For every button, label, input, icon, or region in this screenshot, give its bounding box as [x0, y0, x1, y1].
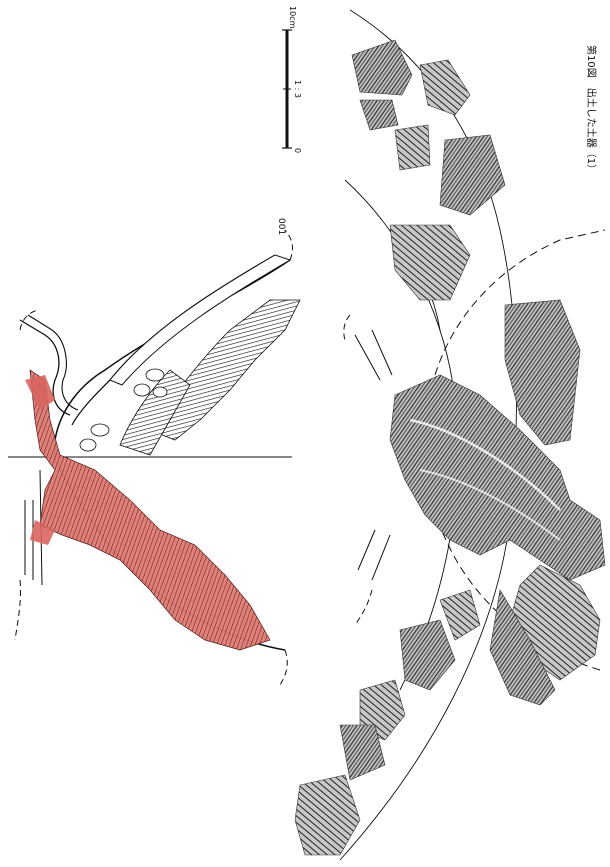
sherd — [399, 619, 456, 691]
sherd — [489, 589, 556, 706]
scale-bar — [282, 29, 292, 149]
scale-max-label: 10cm — [288, 6, 297, 29]
scale-min-label: 0 — [293, 148, 302, 153]
vessel-drawing — [8, 229, 301, 686]
vessel-number: 001 — [276, 218, 286, 235]
figure-caption: 第10図 出土した土器（1） — [585, 45, 596, 175]
restored-region — [29, 369, 271, 651]
sherd — [389, 224, 471, 301]
sherd — [339, 724, 386, 781]
sherd — [359, 99, 399, 131]
sherd — [504, 299, 581, 446]
sherd — [394, 124, 431, 171]
sherd — [439, 589, 481, 641]
scale-ratio-label: 1 : 3 — [293, 80, 302, 98]
sherd — [419, 59, 471, 116]
vessel-rim — [19, 319, 71, 416]
rubbing-drawing — [294, 9, 606, 861]
sherd — [351, 39, 413, 96]
sherd — [294, 774, 361, 856]
sherd — [439, 134, 506, 216]
